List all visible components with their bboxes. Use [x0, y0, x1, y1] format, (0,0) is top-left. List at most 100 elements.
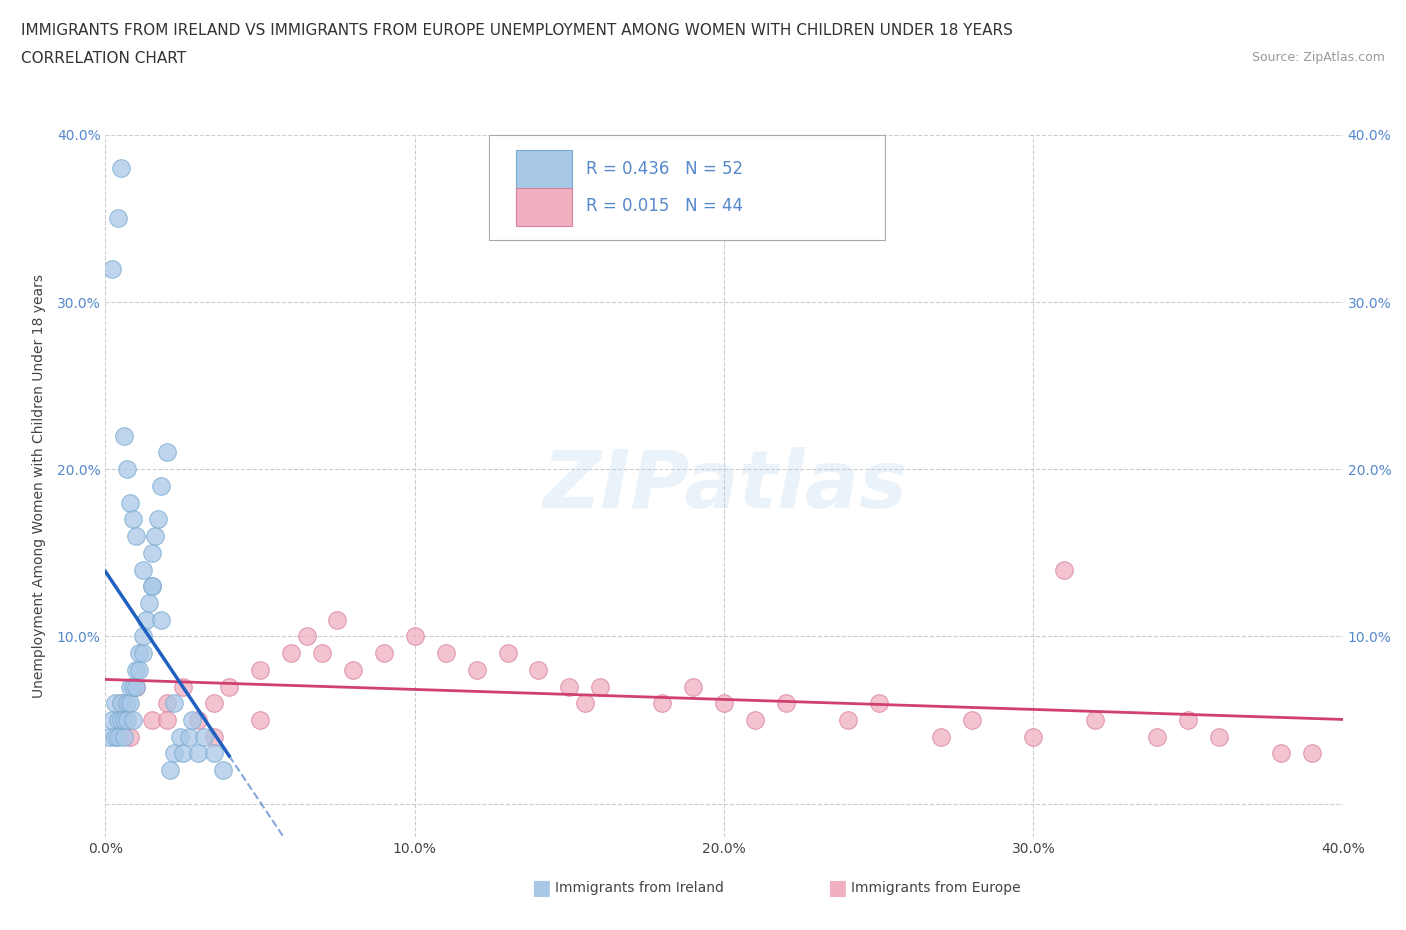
Point [141, 578, 163, 593]
Point [1022, 729, 1045, 744]
Point [744, 712, 766, 727]
Point [97, 729, 120, 744]
Point [107, 712, 129, 727]
Point [131, 645, 153, 660]
Text: ■: ■ [827, 878, 846, 898]
Y-axis label: Unemployment Among Women with Children Under 18 years: Unemployment Among Women with Children U… [31, 274, 45, 698]
Point [135, 612, 157, 627]
Point [713, 696, 735, 711]
Point [110, 161, 132, 176]
Point [122, 679, 145, 694]
Point [138, 595, 160, 610]
Point [112, 729, 135, 744]
Point [150, 612, 173, 627]
Point [162, 746, 184, 761]
Point [156, 696, 179, 711]
Point [373, 645, 395, 660]
Point [110, 712, 132, 727]
Point [193, 729, 215, 744]
Point [775, 696, 797, 711]
Point [156, 712, 179, 727]
Point [187, 712, 209, 727]
Point [574, 696, 596, 711]
Point [120, 729, 142, 744]
Point [202, 746, 225, 761]
Point [122, 512, 145, 526]
Point [181, 712, 204, 727]
Point [100, 712, 122, 727]
Point [589, 679, 612, 694]
Point [326, 612, 349, 627]
Point [1270, 746, 1292, 761]
Point [172, 746, 194, 761]
Point [280, 645, 302, 660]
Point [122, 712, 145, 727]
Point [682, 679, 704, 694]
Point [342, 662, 364, 677]
Point [1053, 562, 1076, 577]
Point [112, 429, 135, 444]
Point [202, 729, 225, 744]
Point [249, 712, 271, 727]
Point [434, 645, 457, 660]
Point [110, 696, 132, 711]
Point [104, 696, 127, 711]
Point [141, 578, 163, 593]
Text: Source: ZipAtlas.com: Source: ZipAtlas.com [1251, 51, 1385, 64]
Point [115, 462, 138, 477]
Point [125, 679, 148, 694]
FancyBboxPatch shape [489, 135, 884, 240]
Point [141, 712, 163, 727]
Text: CORRELATION CHART: CORRELATION CHART [21, 51, 186, 66]
Point [169, 729, 191, 744]
Point [311, 645, 333, 660]
Text: Immigrants from Europe: Immigrants from Europe [851, 881, 1021, 896]
Point [100, 261, 122, 276]
Point [131, 629, 153, 644]
Point [1146, 729, 1168, 744]
Point [249, 662, 271, 677]
Point [177, 729, 200, 744]
Point [107, 729, 129, 744]
Point [527, 662, 550, 677]
FancyBboxPatch shape [516, 188, 572, 226]
Point [1177, 712, 1199, 727]
Point [159, 763, 181, 777]
Point [143, 528, 166, 543]
Point [172, 679, 194, 694]
Point [1301, 746, 1323, 761]
Point [465, 662, 488, 677]
Text: Immigrants from Ireland: Immigrants from Ireland [555, 881, 724, 896]
Point [120, 696, 142, 711]
Point [128, 645, 150, 660]
Point [187, 746, 209, 761]
FancyBboxPatch shape [516, 151, 572, 189]
Point [960, 712, 983, 727]
Point [1208, 729, 1230, 744]
Point [131, 562, 153, 577]
Point [125, 528, 148, 543]
Point [162, 696, 184, 711]
Point [141, 545, 163, 560]
Point [651, 696, 673, 711]
Point [295, 629, 318, 644]
Point [112, 712, 135, 727]
Point [212, 763, 235, 777]
Point [128, 662, 150, 677]
Point [837, 712, 859, 727]
Point [558, 679, 581, 694]
Point [115, 712, 138, 727]
Point [1084, 712, 1107, 727]
Text: IMMIGRANTS FROM IRELAND VS IMMIGRANTS FROM EUROPE UNEMPLOYMENT AMONG WOMEN WITH : IMMIGRANTS FROM IRELAND VS IMMIGRANTS FR… [21, 23, 1012, 38]
Point [104, 729, 127, 744]
Point [150, 479, 173, 494]
Point [120, 495, 142, 510]
Point [110, 696, 132, 711]
Text: R = 0.436   N = 52: R = 0.436 N = 52 [585, 160, 742, 179]
Point [202, 696, 225, 711]
Point [125, 662, 148, 677]
Point [404, 629, 426, 644]
Point [218, 679, 240, 694]
Text: R = 0.015   N = 44: R = 0.015 N = 44 [585, 197, 742, 216]
Point [496, 645, 519, 660]
